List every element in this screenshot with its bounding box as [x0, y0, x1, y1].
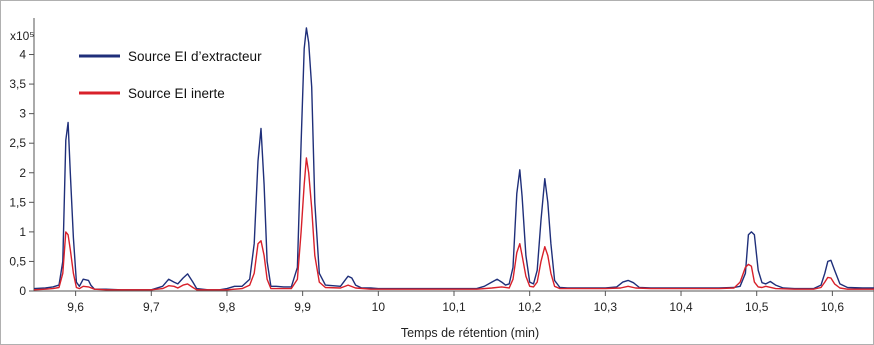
- x-tick-label: 9,6: [67, 300, 84, 314]
- series-line-extracteur: [33, 27, 874, 291]
- x-tick-label: 9,8: [219, 300, 236, 314]
- y-tick-label: 4: [19, 48, 26, 62]
- x-tick-label: 10,1: [442, 300, 466, 314]
- y-tick-label: 2,5: [9, 136, 26, 150]
- y-axis-multiplier: x10⁵: [10, 29, 34, 43]
- plot-series: [33, 27, 874, 291]
- y-tick-label: 2: [19, 166, 26, 180]
- legend-label-inerte: Source EI inerte: [128, 86, 225, 101]
- x-tick-label: 9,7: [143, 300, 160, 314]
- x-tick-label: 10,6: [821, 300, 845, 314]
- legend-label-extracteur: Source EI d’extracteur: [128, 49, 262, 64]
- x-tick-label: 10: [372, 300, 386, 314]
- x-tick-label: 10,4: [669, 300, 693, 314]
- y-tick-label: 1,5: [9, 195, 26, 209]
- x-tick-label: 9,9: [294, 300, 311, 314]
- x-axis-label: Temps de rétention (min): [401, 326, 539, 340]
- x-tick-label: 10,3: [594, 300, 618, 314]
- y-tick-label: 0: [19, 284, 26, 298]
- y-tick-label: 3,5: [9, 77, 26, 91]
- y-tick-label: 0,5: [9, 254, 26, 268]
- y-tick-label: 1: [19, 225, 26, 239]
- legend: Source EI d’extracteur Source EI inerte: [79, 49, 262, 101]
- y-axis: 0 0,5 1 1,5 2 2,5 3 3,5 4: [9, 18, 35, 298]
- y-tick-label: 3: [19, 107, 26, 121]
- series-line-inerte: [33, 157, 874, 291]
- x-tick-label: 10,2: [518, 300, 542, 314]
- x-tick-label: 10,5: [745, 300, 769, 314]
- x-axis: 9,6 9,7 9,8 9,9 10 10,1 10,2 10,3 10,4 10,5 10,6: [34, 290, 874, 314]
